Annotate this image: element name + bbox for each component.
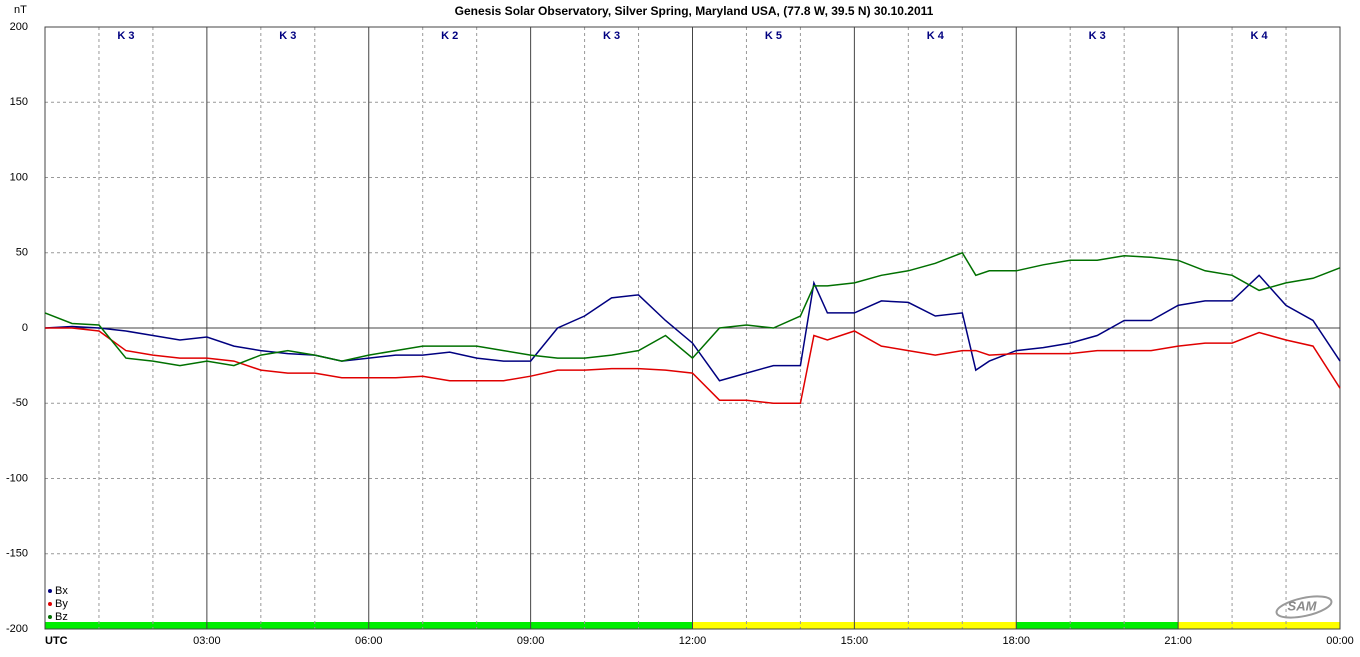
k-label: K 3	[117, 30, 134, 42]
legend-label: By	[55, 598, 68, 610]
legend-marker	[48, 615, 52, 619]
k-bar	[206, 622, 369, 629]
y-tick-label: 200	[10, 21, 28, 33]
y-tick-label: 150	[10, 96, 28, 108]
chart-title: Genesis Solar Observatory, Silver Spring…	[455, 4, 934, 18]
y-tick-label: -150	[6, 548, 28, 560]
series-line	[44, 251, 1341, 367]
y-tick-label: 50	[16, 247, 28, 259]
x-tick-label: 12:00	[679, 635, 707, 647]
k-bar	[368, 622, 531, 629]
y-tick-label: -100	[6, 472, 28, 484]
x-tick-label: 09:00	[517, 635, 545, 647]
legend-marker	[48, 589, 52, 593]
legend-label: Bz	[55, 611, 68, 623]
x-tick-label: 06:00	[355, 635, 383, 647]
k-bar	[530, 622, 693, 629]
y-tick-label: 0	[22, 322, 28, 334]
logo-text: SAM	[1288, 598, 1318, 613]
k-label: K 3	[603, 30, 620, 42]
y-axis-label: nT	[14, 4, 27, 16]
y-tick-label: 100	[10, 171, 28, 183]
x-tick-label: UTC	[45, 635, 68, 647]
series-line	[44, 274, 1341, 382]
x-tick-label: 21:00	[1164, 635, 1192, 647]
k-label: K 3	[279, 30, 296, 42]
x-tick-label: 18:00	[1002, 635, 1030, 647]
x-tick-label: 00:00	[1326, 635, 1354, 647]
logo-ring	[1275, 595, 1333, 619]
x-tick-label: 15:00	[841, 635, 869, 647]
y-tick-label: -200	[6, 623, 28, 635]
k-bar	[854, 622, 1017, 629]
k-label: K 4	[1251, 30, 1269, 42]
k-label: K 5	[765, 30, 782, 42]
x-tick-label: 03:00	[193, 635, 221, 647]
k-bar	[1178, 622, 1340, 629]
logo: SAM	[1275, 595, 1333, 619]
k-label: K 4	[927, 30, 945, 42]
k-bar	[692, 622, 855, 629]
k-label: K 3	[1089, 30, 1106, 42]
series-line	[45, 327, 1341, 405]
k-label: K 2	[441, 30, 458, 42]
legend-label: Bx	[55, 585, 68, 597]
legend-marker	[48, 602, 52, 606]
y-tick-label: -50	[12, 397, 28, 409]
k-bar	[1016, 622, 1179, 629]
k-bar	[45, 622, 207, 629]
